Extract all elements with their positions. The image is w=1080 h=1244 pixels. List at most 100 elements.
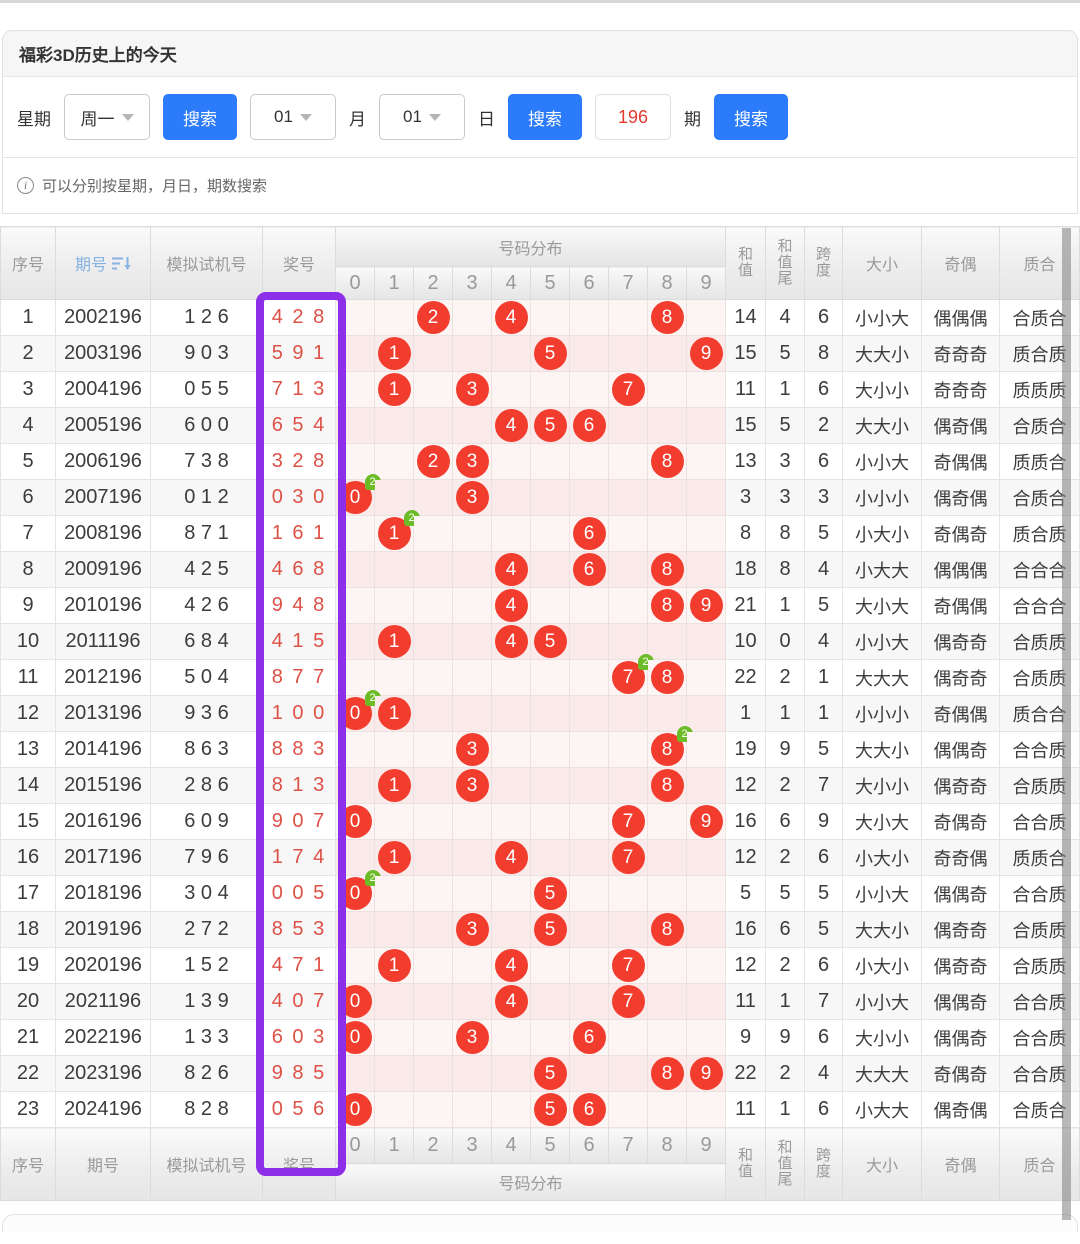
foot-digit-7: 7 (609, 1128, 648, 1164)
foot-header-seq: 序号 (1, 1128, 56, 1201)
table-row: 11 2012196 5 0 4 8 7 7 728 22 2 1 大大大 偶奇… (1, 660, 1080, 696)
table-row: 20 2021196 1 3 9 4 0 7 047 11 1 7 小小大 偶偶… (1, 984, 1080, 1020)
cell-prize: 4 7 1 (263, 948, 336, 984)
dist-cell-5: 5 (531, 1092, 570, 1128)
cell-span: 5 (805, 912, 843, 948)
cell-size: 大大小 (843, 912, 922, 948)
digit-header-1: 1 (375, 267, 414, 300)
dist-cell-3 (453, 804, 492, 840)
cell-parity: 偶偶奇 (922, 876, 1000, 912)
month-label: 月 (349, 105, 366, 130)
dist-cell-6 (570, 444, 609, 480)
cell-parity: 偶奇奇 (922, 624, 1000, 660)
cell-sum-tail: 6 (766, 804, 805, 840)
table-row: 13 2014196 8 6 3 8 8 3 382 19 9 5 大大小 偶偶… (1, 732, 1080, 768)
dist-cell-9 (687, 660, 726, 696)
dist-cell-1: 1 (375, 336, 414, 372)
dist-cell-9 (687, 984, 726, 1020)
cell-size: 小小小 (843, 696, 922, 732)
cell-parity: 奇奇偶 (922, 840, 1000, 876)
dist-cell-4 (492, 372, 531, 408)
dist-cell-7 (609, 1092, 648, 1128)
dist-cell-5: 5 (531, 408, 570, 444)
week-select[interactable]: 周一 (64, 94, 150, 140)
cell-seq: 18 (1, 912, 56, 948)
ball-6: 6 (573, 1093, 606, 1126)
dist-cell-0: 0 (336, 1020, 375, 1056)
dist-cell-3: 3 (453, 912, 492, 948)
dist-cell-2: 2 (414, 300, 453, 336)
ball-4: 4 (495, 589, 528, 622)
dist-cell-9 (687, 876, 726, 912)
search-issue-button[interactable]: 搜索 (714, 94, 788, 140)
dist-cell-2 (414, 1092, 453, 1128)
dist-cell-6 (570, 300, 609, 336)
dist-cell-8: 8 (648, 768, 687, 804)
dist-cell-2 (414, 372, 453, 408)
day-select[interactable]: 01 (379, 94, 465, 140)
ball-8: 82 (651, 733, 684, 766)
table-row: 19 2020196 1 5 2 4 7 1 147 12 2 6 小大小 偶奇… (1, 948, 1080, 984)
issue-input[interactable] (595, 94, 671, 140)
dist-cell-3 (453, 660, 492, 696)
cell-span: 7 (805, 768, 843, 804)
search-date-button[interactable]: 搜索 (508, 94, 582, 140)
col-header-parity: 奇偶 (922, 227, 1000, 300)
dist-cell-3: 3 (453, 732, 492, 768)
cell-seq: 12 (1, 696, 56, 732)
dist-cell-2 (414, 480, 453, 516)
cell-sim: 9 0 3 (151, 336, 263, 372)
dist-cell-4 (492, 1092, 531, 1128)
cell-prize: 4 6 8 (263, 552, 336, 588)
dist-cell-8: 82 (648, 732, 687, 768)
ball-9: 9 (690, 805, 723, 838)
dist-cell-8 (648, 876, 687, 912)
cell-span: 1 (805, 696, 843, 732)
ball-7: 7 (612, 841, 645, 874)
cell-span: 6 (805, 948, 843, 984)
ball-5: 5 (534, 877, 567, 910)
foot-digit-2: 2 (414, 1128, 453, 1164)
month-select[interactable]: 01 (250, 94, 336, 140)
cell-prize: 4 0 7 (263, 984, 336, 1020)
cell-sum: 16 (726, 804, 766, 840)
dist-cell-5 (531, 588, 570, 624)
dist-cell-8: 8 (648, 300, 687, 336)
cell-span: 4 (805, 552, 843, 588)
ball-0: 0 (339, 985, 372, 1018)
dist-cell-9 (687, 480, 726, 516)
digit-header-2: 2 (414, 267, 453, 300)
dist-cell-4: 4 (492, 588, 531, 624)
dist-cell-6 (570, 660, 609, 696)
dist-cell-6 (570, 768, 609, 804)
cell-issue: 2012196 (56, 660, 151, 696)
col-header-issue[interactable]: 期号 (56, 227, 151, 300)
cell-parity: 偶偶奇 (922, 732, 1000, 768)
info-text: 可以分别按星期，月日，期数搜索 (42, 175, 267, 196)
dist-cell-2 (414, 336, 453, 372)
dist-cell-5 (531, 804, 570, 840)
dist-cell-5 (531, 948, 570, 984)
dist-cell-1 (375, 876, 414, 912)
dist-cell-1 (375, 408, 414, 444)
ball-7: 7 (612, 373, 645, 406)
cell-sim: 8 2 8 (151, 1092, 263, 1128)
cell-sum-tail: 2 (766, 660, 805, 696)
ball-6: 6 (573, 409, 606, 442)
table-row: 15 2016196 6 0 9 9 0 7 079 16 6 9 大小大 奇偶… (1, 804, 1080, 840)
cell-prize: 0 5 6 (263, 1092, 336, 1128)
vertical-scrollbar-thumb[interactable] (1062, 228, 1071, 1220)
search-week-button[interactable]: 搜索 (163, 94, 237, 140)
cell-parity: 偶奇奇 (922, 768, 1000, 804)
ball-5: 5 (534, 409, 567, 442)
ball-9: 9 (690, 337, 723, 370)
ball-4: 4 (495, 949, 528, 982)
cell-prize: 8 1 3 (263, 768, 336, 804)
cell-issue: 2003196 (56, 336, 151, 372)
dist-cell-3: 3 (453, 444, 492, 480)
dist-cell-3 (453, 336, 492, 372)
cell-issue: 2016196 (56, 804, 151, 840)
dist-cell-6 (570, 984, 609, 1020)
ball-4: 4 (495, 985, 528, 1018)
col-header-dist: 号码分布 (336, 227, 726, 267)
